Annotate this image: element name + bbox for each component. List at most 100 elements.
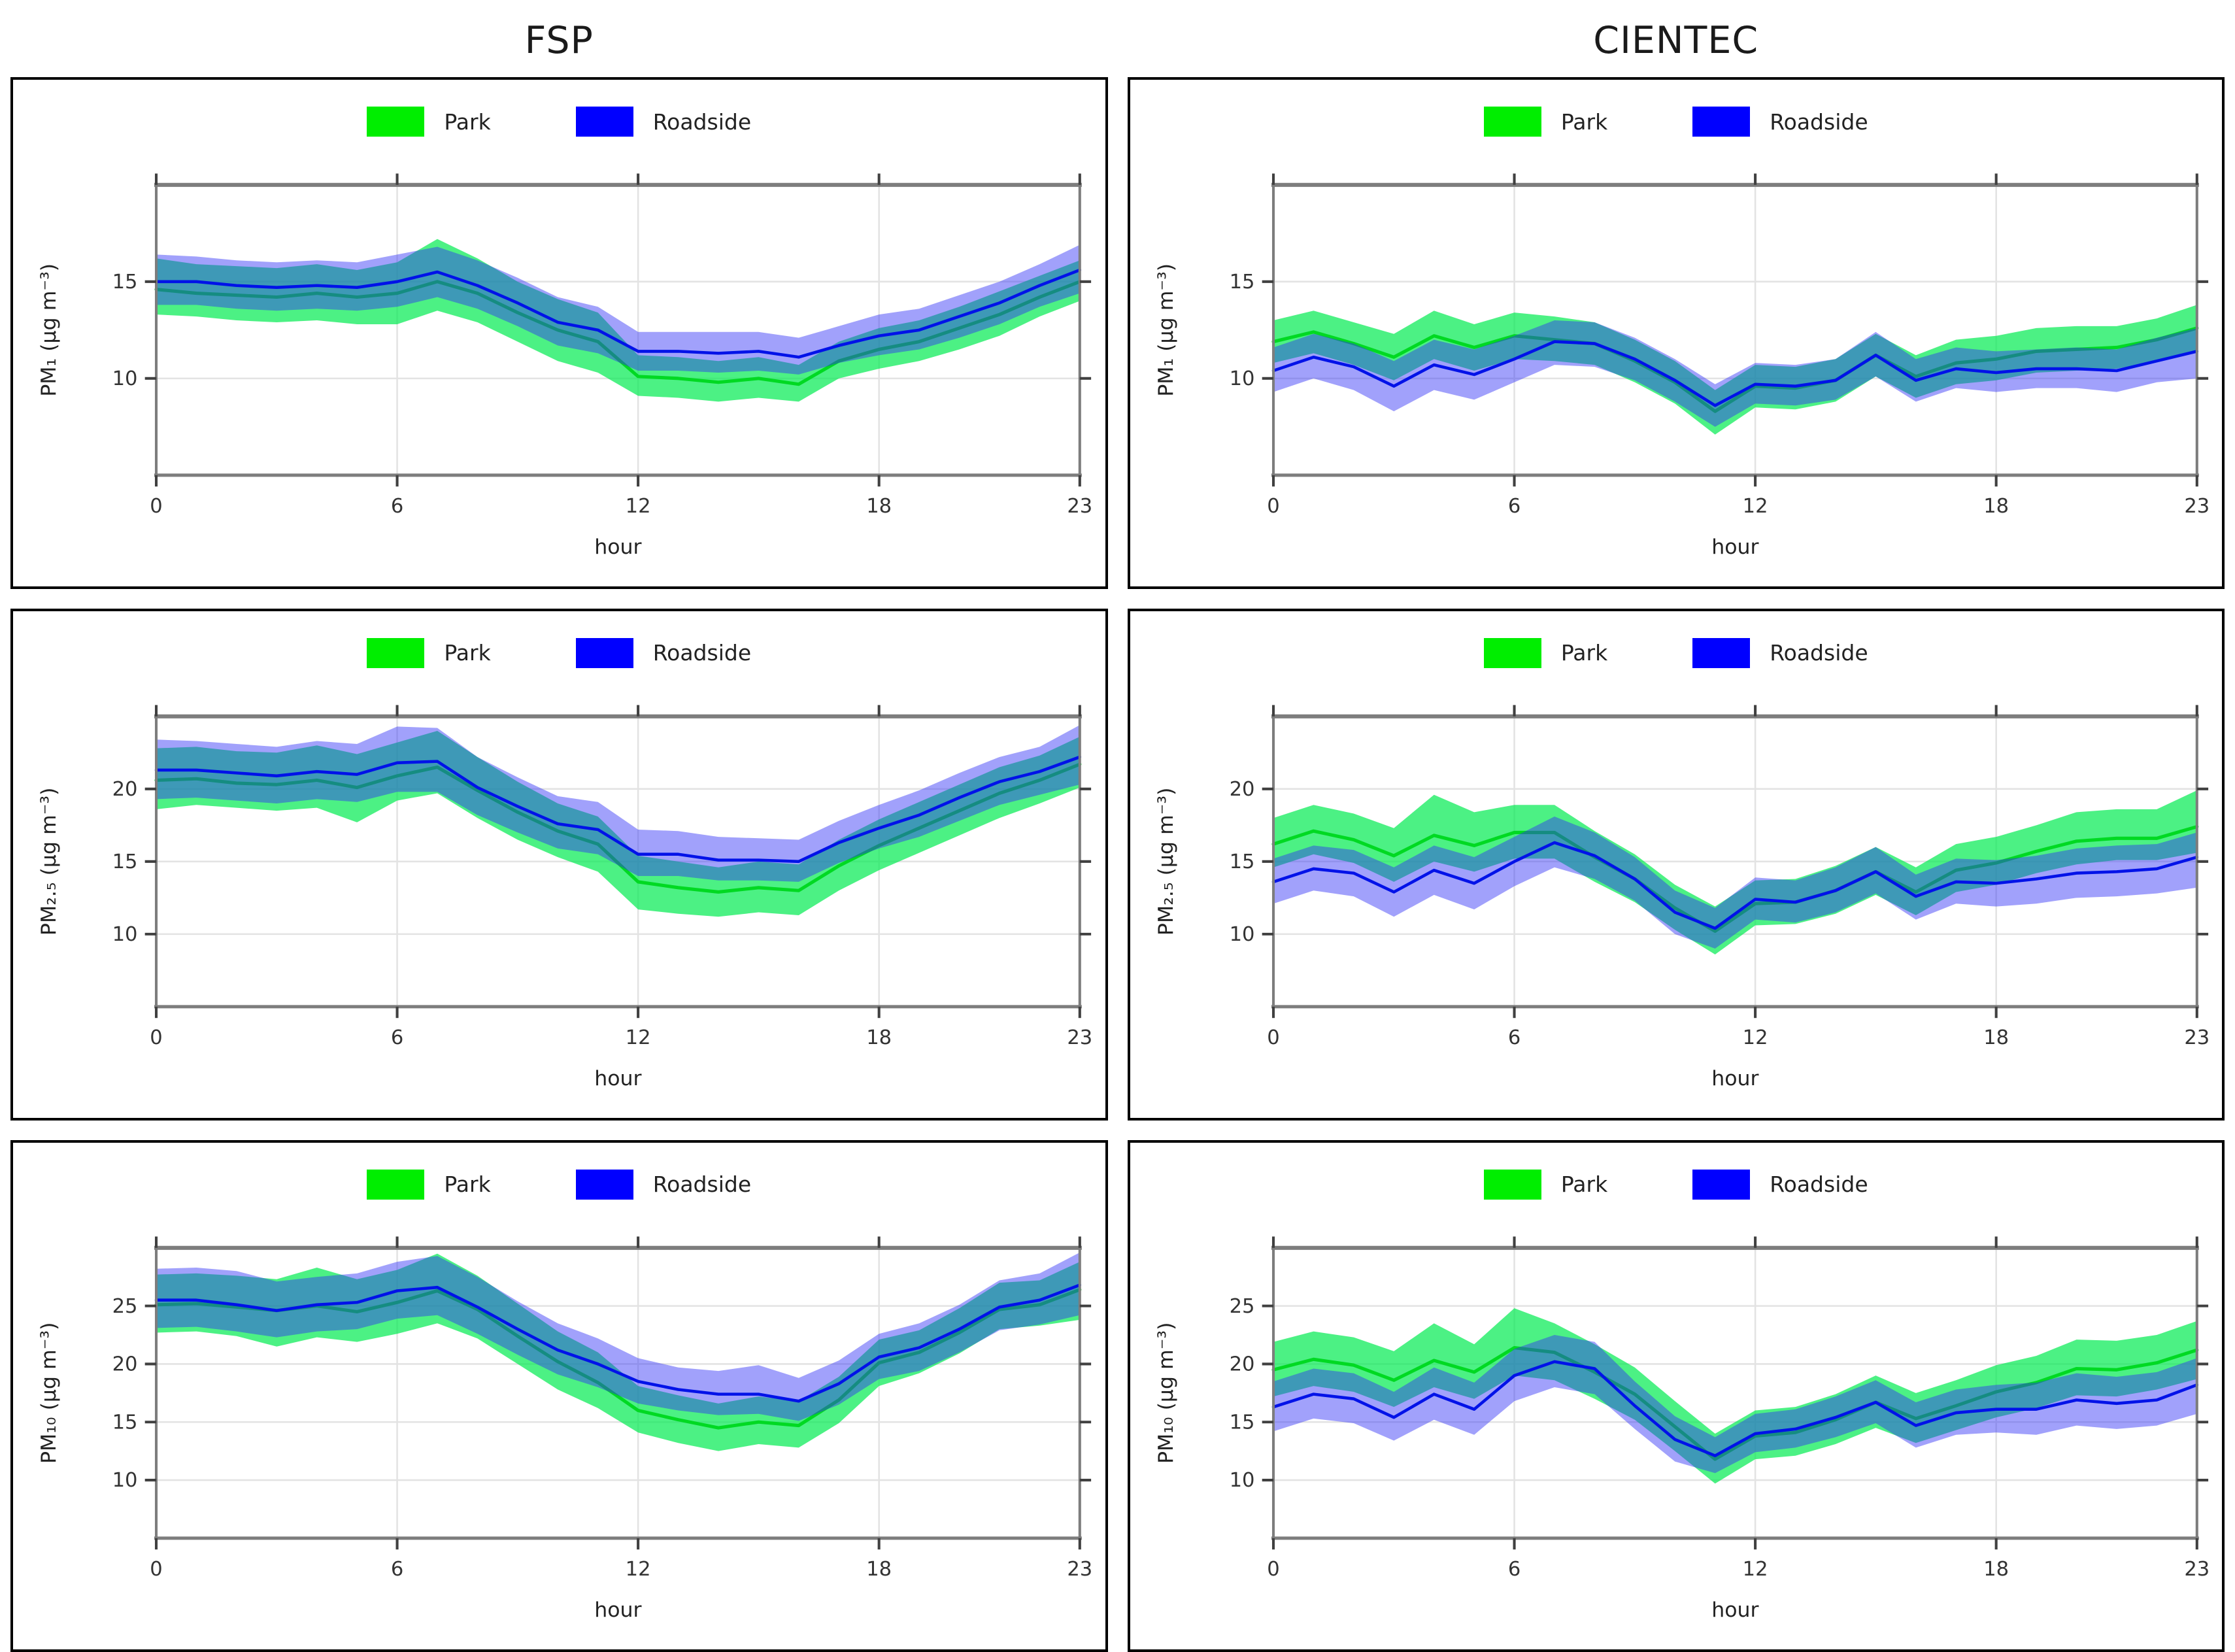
y-tick-label: 10 [1229,1469,1254,1492]
x-tick-label: 6 [391,1558,403,1581]
chart-panel-cientec-pm1: Park Roadside 0 6 12 18 23 10 15 PM₁ (µg m⁻³) ho… [1127,77,2225,589]
park-line [154,762,1082,894]
x-tick-label: 23 [1067,1558,1092,1581]
chart-legend: Park Roadside [1130,80,2223,157]
x-tick-label: 0 [1267,495,1279,518]
x-axis-label: hour [1711,535,1758,559]
x-tick-label: 6 [391,1026,403,1049]
x-tick-label: 12 [1742,495,1768,518]
legend-item-park: Park [1483,637,1608,668]
legend-label-roadside: Roadside [652,109,752,135]
legend-label-park: Park [1560,640,1608,666]
y-tick-label: 15 [112,1411,138,1434]
legend-label-roadside: Roadside [1770,1172,1868,1198]
x-axis-label: hour [594,1598,641,1622]
chart-panel-fsp-pm10: Park Roadside 0 6 12 18 23 10 15 20 25 PM₁₀ (µg m… [10,1139,1108,1652]
x-tick-label: 23 [2184,1026,2210,1049]
x-tick-label: 18 [1983,1026,2009,1049]
chart-svg: 0 6 12 18 23 10 15 PM₁ (µg m⁻³) hour [1154,173,2210,559]
legend-swatch-roadside [1692,1169,1751,1200]
x-tick-label: 12 [626,495,651,518]
x-tick-label: 18 [1983,495,2009,518]
y-axis-label: PM₁₀ (µg m⁻³) [1154,1323,1178,1464]
roadside-line [154,1283,1082,1403]
roadside-line [1271,841,2198,930]
y-tick-label: 10 [1229,367,1254,390]
column-title-fsp: FSP [524,19,594,62]
panel-grid: Park Roadside 0 6 12 18 23 10 15 PM₁ (µg m⁻³) ho… [10,77,2225,1652]
legend-item-roadside: Roadside [575,1169,751,1200]
legend-swatch-roadside [575,107,633,137]
legend-swatch-park [367,637,425,668]
y-tick-label: 15 [1229,851,1254,873]
park-line [154,280,1082,386]
x-axis-label: hour [594,1067,641,1090]
legend-swatch-roadside [575,1169,633,1200]
legend-item-roadside: Roadside [1692,107,1868,137]
x-tick-label: 23 [2184,495,2210,518]
legend-label-roadside: Roadside [652,640,752,666]
chart-svg: 0 6 12 18 23 10 15 20 PM₂.₅ (µg m⁻³) hour [1154,705,2210,1090]
park-ribbon [1273,790,2197,954]
column-title-cientec: CIENTEC [1593,19,1759,62]
legend-swatch-park [1483,1169,1541,1200]
y-tick-label: 20 [112,778,138,801]
legend-label-park: Park [444,1172,491,1198]
roadside-ribbon [1273,816,2197,949]
y-tick-label: 10 [112,367,138,390]
x-tick-label: 0 [1267,1558,1279,1581]
chart-legend: Park Roadside [13,1143,1105,1220]
y-tick-label: 15 [112,271,138,294]
legend-item-roadside: Roadside [575,637,752,668]
chart-legend: Park Roadside [13,611,1105,688]
roadside-ribbon [1273,1334,2197,1474]
legend-item-roadside: Roadside [1692,637,1868,668]
legend-item-park: Park [1483,1169,1608,1200]
x-tick-label: 23 [2184,1558,2210,1581]
legend-swatch-park [367,1169,425,1200]
legend-label-park: Park [1560,1172,1608,1198]
legend-item-park: Park [1483,107,1607,137]
chart-svg: 0 6 12 18 23 10 15 PM₁ (µg m⁻³) hour [37,173,1092,559]
legend-label-park: Park [444,109,491,135]
y-axis-label: PM₁₀ (µg m⁻³) [37,1323,61,1464]
legend-swatch-park [1483,107,1541,137]
y-tick-label: 10 [112,923,138,946]
y-tick-label: 15 [1229,271,1254,294]
y-tick-label: 20 [1229,1353,1254,1376]
legend-label-roadside: Roadside [1770,640,1868,666]
x-tick-label: 12 [1742,1026,1768,1049]
chart-legend: Park Roadside [13,80,1105,157]
x-tick-label: 0 [150,1558,162,1581]
x-axis-label: hour [1711,1598,1758,1622]
y-tick-label: 15 [112,851,138,873]
y-tick-label: 25 [112,1295,138,1318]
x-tick-label: 0 [1267,1026,1279,1049]
x-tick-label: 6 [391,495,403,518]
roadside-line [1271,1360,2198,1458]
park-ribbon [156,239,1080,402]
chart-legend: Park Roadside [1130,1143,2223,1220]
chart-svg: 0 6 12 18 23 10 15 20 PM₂.₅ (µg m⁻³) hour [37,705,1092,1090]
legend-item-park: Park [367,637,491,668]
x-tick-label: 6 [1507,495,1520,518]
legend-label-roadside: Roadside [1770,109,1868,135]
x-tick-label: 6 [1507,1558,1520,1581]
y-tick-label: 25 [1229,1295,1254,1318]
y-tick-label: 10 [1229,923,1254,946]
chart-svg: 0 6 12 18 23 10 15 20 25 PM₁₀ (µg m⁻³) hour [1154,1236,2210,1622]
legend-item-roadside: Roadside [1692,1169,1868,1200]
x-tick-label: 12 [626,1026,651,1049]
x-tick-label: 18 [866,1558,892,1581]
y-tick-label: 15 [1229,1411,1254,1434]
chart-panel-cientec-pm25: Park Roadside 0 6 12 18 23 10 15 20 PM₂.₅ (µg m⁻… [1127,608,2225,1121]
x-tick-label: 12 [626,1558,651,1581]
x-tick-label: 23 [1067,1026,1092,1049]
roadside-ribbon [1273,320,2197,427]
x-tick-label: 18 [866,1026,892,1049]
park-ribbon [156,1253,1080,1451]
legend-label-park: Park [444,640,491,666]
roadside-line [1271,340,2198,407]
y-axis-label: PM₂.₅ (µg m⁻³) [37,788,61,936]
